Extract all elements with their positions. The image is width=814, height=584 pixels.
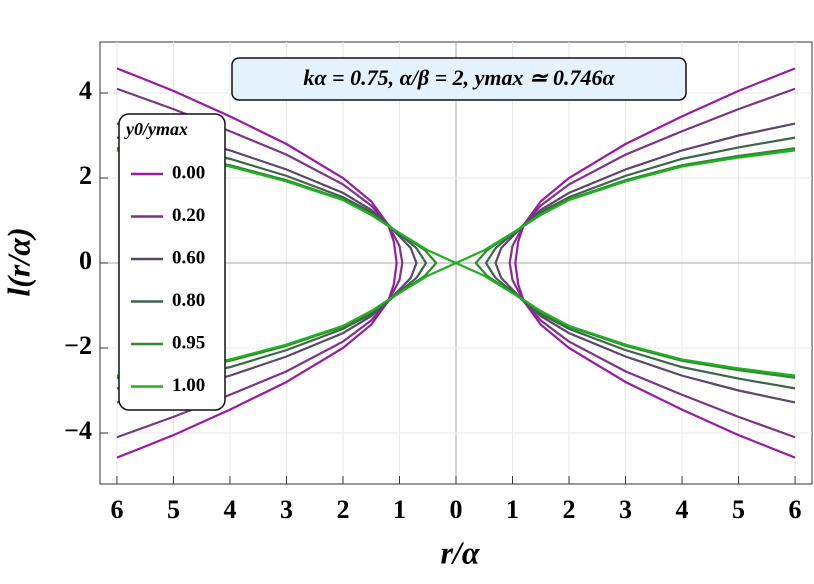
legend-label: 1.00	[172, 375, 205, 396]
legend-label: 0.00	[172, 162, 205, 183]
legend-label: 0.95	[172, 332, 205, 353]
x-tick-label: 4	[676, 495, 689, 524]
x-axis-label: r/α	[440, 534, 480, 570]
y-tick-label: 2	[79, 161, 92, 190]
y-tick-label: −4	[64, 416, 92, 445]
y-tick-label: 0	[79, 246, 92, 275]
curve	[116, 136, 796, 390]
y-tick-label: −2	[64, 331, 92, 360]
x-tick-label: 6	[789, 495, 802, 524]
x-tick-label: 5	[167, 495, 180, 524]
annotation: kα = 0.75, α/β = 2, ymax ≃ 0.746α	[303, 65, 615, 90]
x-tick-label: 6	[110, 495, 123, 524]
x-tick-label: 1	[506, 495, 519, 524]
x-tick-label: 1	[393, 495, 406, 524]
curve	[116, 149, 796, 377]
legend-label: 0.60	[172, 247, 205, 268]
y-axis-label: l(r/α)	[0, 227, 36, 296]
x-tick-label: 3	[619, 495, 632, 524]
x-tick-label: 3	[280, 495, 293, 524]
curve	[116, 67, 796, 459]
legend-label: 0.80	[172, 290, 205, 311]
x-tick-label: 2	[336, 495, 349, 524]
x-tick-label: 2	[563, 495, 576, 524]
y-tick-label: 4	[79, 76, 92, 105]
legend-title: y0/ymax	[124, 119, 188, 139]
legend-box	[118, 113, 226, 411]
curve	[116, 87, 796, 439]
curve	[116, 147, 796, 379]
legend: 0.00 0.20 0.60 0.80 0.95 1.00	[131, 162, 205, 396]
x-tick-label: 5	[732, 495, 745, 524]
annotation-box	[231, 57, 687, 101]
curves	[116, 67, 796, 459]
curve	[116, 122, 796, 404]
legend-label: 0.20	[172, 205, 205, 226]
x-tick-label: 0	[450, 495, 463, 524]
x-tick-label: 4	[223, 495, 236, 524]
